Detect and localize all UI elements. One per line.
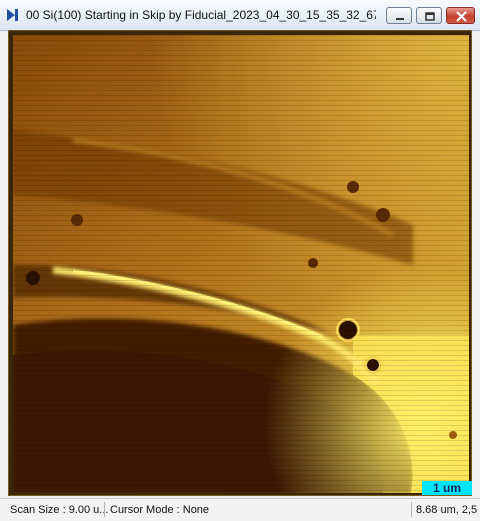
- maximize-icon: [425, 12, 435, 21]
- status-divider: [411, 502, 412, 517]
- cursor-coordinates: 8.68 um, 2,5: [416, 504, 478, 516]
- afm-channel-icon: [7, 9, 18, 21]
- status-bar: Scan Size : 9.00 u... Cursor Mode : None…: [0, 498, 480, 521]
- scale-bar-label: 1 um: [422, 481, 472, 495]
- afm-image-frame: [8, 30, 472, 496]
- close-icon: [456, 11, 467, 22]
- status-divider: [104, 502, 105, 517]
- minimize-button[interactable]: [386, 7, 412, 24]
- title-bar[interactable]: 00 Si(100) Starting in Skip by Fiducial_…: [0, 0, 480, 31]
- close-button[interactable]: [446, 7, 475, 24]
- scan-size-status: Scan Size : 9.00 u...: [10, 504, 109, 516]
- cursor-mode-status[interactable]: Cursor Mode : None: [110, 504, 210, 516]
- afm-topography-image[interactable]: [13, 35, 469, 493]
- minimize-icon: [396, 18, 404, 20]
- window-title: 00 Si(100) Starting in Skip by Fiducial_…: [26, 8, 376, 22]
- maximize-button[interactable]: [416, 7, 442, 24]
